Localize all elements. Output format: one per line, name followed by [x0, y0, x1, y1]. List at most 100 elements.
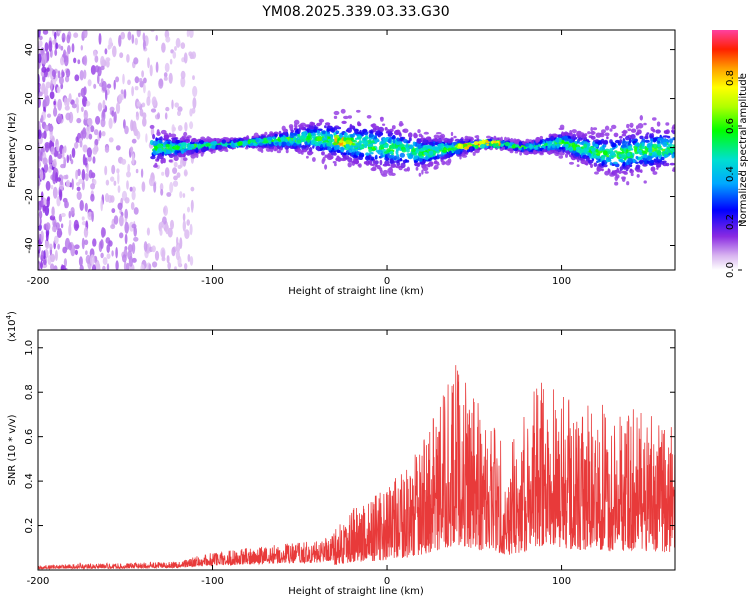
spectrogram-cell: [646, 143, 651, 148]
spectrogram-cell: [304, 141, 308, 146]
spectrogram-cell: [312, 145, 315, 149]
spectrogram-cell: [425, 136, 432, 141]
spectrogram-cell: [179, 237, 183, 250]
spectrogram-cell: [115, 76, 120, 83]
spectrogram-cell: [133, 57, 139, 65]
spectrogram-cell: [135, 168, 139, 174]
spectrogram-cell: [38, 159, 41, 169]
spectrogram-cell: [463, 146, 470, 150]
spectrogram-y-label: Frequency (Hz): [7, 112, 18, 188]
spectrogram-cell: [626, 181, 630, 186]
spectrogram-cell: [205, 143, 211, 147]
spectrogram-cell: [294, 125, 298, 128]
spectrogram-cell: [138, 78, 143, 83]
spectrogram-cell: [184, 229, 190, 240]
spectrogram-cell: [629, 168, 633, 172]
spectrogram-cell: [272, 136, 276, 140]
spectrogram-cell: [621, 140, 628, 146]
spectrogram-cell: [159, 136, 163, 142]
spectrogram-cell: [327, 136, 331, 139]
spectrogram-cell: [459, 140, 466, 144]
spectrogram-cell: [317, 146, 320, 152]
spectrogram-cell: [380, 140, 386, 145]
spectrogram-cell: [106, 253, 111, 260]
spectrogram-cell: [90, 254, 95, 266]
spectrogram-cell: [61, 32, 66, 43]
spectrogram-cell: [38, 91, 43, 97]
spectrogram-cell: [49, 163, 53, 170]
spectrogram-cell: [142, 117, 147, 127]
snr-x-label: Height of straight line (km): [288, 586, 424, 597]
spectrogram-cell: [606, 136, 609, 140]
spectrogram-cell: [157, 112, 160, 120]
spectrogram-cell: [626, 152, 631, 157]
spectrogram-cell: [158, 78, 164, 89]
spectrogram-cell: [90, 65, 97, 75]
spectrogram-cell: [415, 166, 419, 171]
spectrogram-cell: [53, 100, 56, 106]
spectrogram-cell: [115, 145, 121, 151]
spectrogram-cell: [40, 191, 44, 201]
spectrogram-cell: [90, 193, 95, 202]
spectrogram-cell: [82, 153, 86, 166]
spectrogram-cell: [377, 139, 380, 142]
spectrogram-cell: [476, 138, 480, 142]
spectrogram-cell: [422, 166, 429, 172]
spectrogram-cell: [304, 124, 310, 128]
spectrogram-cell: [50, 253, 56, 263]
spectrogram-cell: [574, 152, 580, 157]
spectrogram-cell: [93, 50, 97, 57]
spectrogram-cell: [635, 125, 639, 130]
spectrogram-cell: [240, 138, 244, 142]
spectrogram-cell: [578, 137, 583, 141]
spectrogram-cell: [217, 144, 223, 150]
snr-multiplier: (x104): [5, 311, 18, 342]
spectrogram-cell: [159, 183, 164, 192]
spectrogram-cell: [163, 134, 170, 139]
spectrogram-cell: [97, 102, 103, 112]
spectrogram-cell: [567, 151, 571, 155]
spectrogram-cell: [352, 127, 356, 131]
spectrogram-cell: [91, 264, 97, 270]
spectrogram-cell: [188, 30, 194, 39]
spectrogram-cell: [192, 97, 197, 109]
spectrogram-cell: [177, 152, 182, 158]
spectrogram-cell: [126, 171, 131, 178]
spectrogram-cell: [666, 149, 670, 154]
spectrogram-cell: [73, 57, 77, 64]
x-tick-label: -100: [201, 276, 224, 287]
spectrogram-cell: [613, 170, 618, 176]
spectrogram-cell: [63, 145, 67, 153]
spectrogram-cell: [118, 34, 122, 47]
spectrogram-cell: [367, 143, 374, 148]
spectrogram-cell: [333, 115, 338, 119]
spectrogram-cell: [333, 132, 337, 136]
spectrogram-cell: [324, 135, 328, 141]
spectrogram-cell: [529, 144, 533, 150]
spectrogram-cell: [411, 152, 417, 155]
spectrogram-cell: [115, 260, 119, 270]
spectrogram-cell: [672, 130, 675, 135]
spectrogram-cell: [368, 133, 374, 138]
snr-series-line: [38, 365, 675, 570]
spectrogram-cell: [550, 135, 554, 140]
spectrogram-cell: [108, 37, 113, 49]
spectrogram-cell: [180, 70, 186, 80]
spectrogram-cell: [582, 154, 588, 159]
spectrogram-cell: [546, 140, 553, 145]
spectrogram-cell: [475, 144, 479, 149]
spectrogram-cell: [376, 165, 381, 170]
spectrogram-cell: [160, 158, 163, 164]
spectrogram-cell: [634, 143, 641, 147]
spectrogram-cell: [68, 93, 72, 103]
spectrogram-cell: [115, 102, 121, 114]
spectrogram-cell: [486, 135, 491, 139]
spectrogram-cell: [68, 224, 72, 236]
spectrogram-cell: [175, 37, 181, 48]
x-tick-label: -200: [27, 276, 50, 287]
spectrogram-cell: [379, 116, 384, 120]
spectrogram-cell: [117, 185, 121, 194]
spectrogram-cell: [84, 239, 89, 246]
spectrogram-cell: [611, 124, 617, 130]
